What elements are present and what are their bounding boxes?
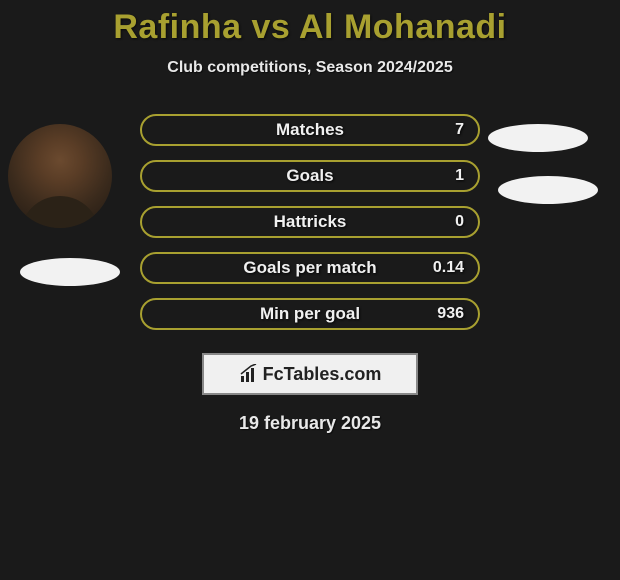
stat-pill-hattricks: Hattricks 0 (140, 206, 480, 238)
stat-value: 0.14 (433, 259, 464, 277)
stat-row: Matches 7 (0, 107, 620, 153)
stat-value: 936 (437, 305, 464, 323)
stat-label: Min per goal (260, 304, 360, 324)
stat-row: Min per goal 936 (0, 291, 620, 337)
brand-box[interactable]: FcTables.com (202, 353, 418, 395)
stat-pill-matches: Matches 7 (140, 114, 480, 146)
stat-pill-goals-per-match: Goals per match 0.14 (140, 252, 480, 284)
stat-pill-min-per-goal: Min per goal 936 (140, 298, 480, 330)
comparison-subtitle: Club competitions, Season 2024/2025 (0, 59, 620, 77)
brand-text: FcTables.com (263, 364, 382, 385)
stat-label: Hattricks (274, 212, 347, 232)
stat-value: 0 (455, 213, 464, 231)
stat-row: Goals per match 0.14 (0, 245, 620, 291)
stats-list: Matches 7 Goals 1 Hattricks 0 Goals per … (0, 107, 620, 337)
snapshot-date: 19 february 2025 (0, 413, 620, 434)
comparison-title: Rafinha vs Al Mohanadi (0, 0, 620, 47)
bar-chart-icon (239, 364, 259, 384)
stat-value: 7 (455, 121, 464, 139)
stat-row: Hattricks 0 (0, 199, 620, 245)
stat-label: Goals per match (243, 258, 376, 278)
stat-label: Goals (286, 166, 333, 186)
stat-label: Matches (276, 120, 344, 140)
stat-pill-goals: Goals 1 (140, 160, 480, 192)
stat-value: 1 (455, 167, 464, 185)
stat-row: Goals 1 (0, 153, 620, 199)
